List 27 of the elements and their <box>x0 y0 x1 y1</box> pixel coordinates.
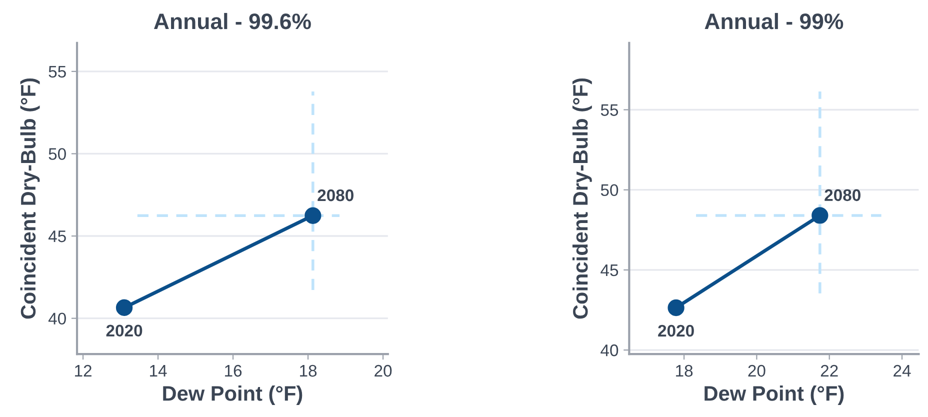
x-tick-label: 18 <box>300 364 317 377</box>
y-tick-label: 45 <box>48 230 66 242</box>
y-axis-title: Coincident Dry-Bulb (°F) <box>20 78 40 319</box>
annotation: 2080 <box>318 189 354 202</box>
annotation: 2080 <box>824 189 860 202</box>
y-tick-label: 55 <box>48 66 66 78</box>
x-tick-label: 22 <box>820 364 838 377</box>
y-tick-label: 45 <box>600 264 618 276</box>
x-axis-title: Dew Point (°F) <box>704 386 844 405</box>
y-tick-label: 55 <box>600 104 618 116</box>
y-tick-label: 40 <box>48 312 66 325</box>
x-tick-label: 12 <box>75 364 92 377</box>
x-tick-label: 18 <box>676 364 693 377</box>
chart-title: Annual - 99.6% <box>154 12 311 30</box>
chart-title: Annual - 99% <box>704 12 844 30</box>
y-tick-label: 50 <box>600 184 618 196</box>
x-tick-label: 24 <box>894 364 911 377</box>
x-tick-label: 16 <box>225 364 242 377</box>
x-tick-label: 20 <box>748 364 766 377</box>
x-tick-label: 20 <box>374 364 392 377</box>
y-tick-label: 40 <box>600 344 618 356</box>
x-axis-title: Dew Point (°F) <box>163 386 302 405</box>
annotation: 2020 <box>106 324 142 337</box>
annotation: 2020 <box>658 324 694 337</box>
x-tick-label: 14 <box>150 365 167 377</box>
y-axis-title: Coincident Dry-Bulb (°F) <box>572 78 592 319</box>
y-tick-label: 50 <box>48 148 66 160</box>
